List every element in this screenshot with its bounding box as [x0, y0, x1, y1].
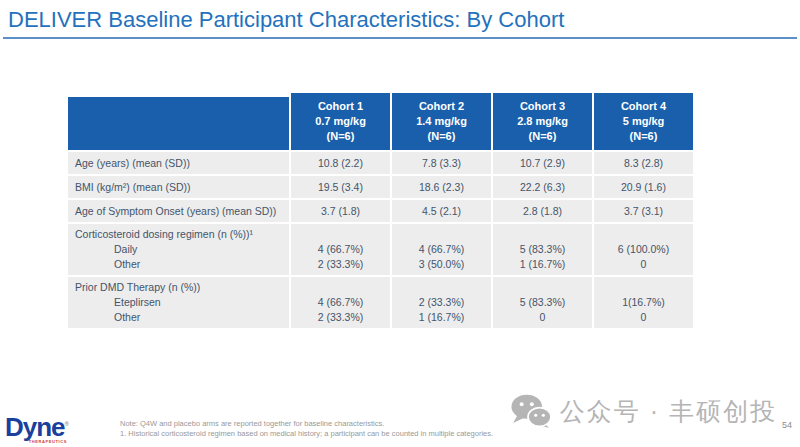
cell-value: 1(16.7%) [594, 295, 693, 310]
dyne-therapeutics-logo: Dyne® THERAPEUTICS [5, 411, 85, 444]
group-label: Prior DMD Therapy (n (%)) [68, 280, 289, 295]
group-value-cell: 4 (66.7%) 3 (50.0%) [392, 224, 491, 275]
cell-value: 0 [594, 310, 693, 325]
table-header-cohort-3: Cohort 3 2.8 mg/kg (N=6) [493, 93, 592, 150]
cell-value: 5 (83.3%) [493, 242, 592, 257]
table-header-row: Cohort 1 0.7 mg/kg (N=6) Cohort 2 1.4 mg… [68, 93, 693, 150]
cell-value: 18.6 (2.3) [392, 176, 491, 198]
cell-value: 8.3 (2.8) [594, 152, 693, 174]
cell-value: 4 (66.7%) [392, 242, 491, 257]
table-row-age: Age (years) (mean (SD)) 10.8 (2.2) 7.8 (… [68, 152, 693, 174]
table-header-corner-cell [68, 97, 289, 150]
group-value-cell: 5 (83.3%) 0 [493, 277, 592, 328]
group-value-cell: 2 (33.3%) 1 (16.7%) [392, 277, 491, 328]
title-underline [3, 37, 797, 39]
footnotes: Note: Q4W and placebo arms are reported … [120, 419, 493, 438]
group-value-cell: 5 (83.3%) 1 (16.7%) [493, 224, 592, 275]
group-label-cell: Prior DMD Therapy (n (%)) Eteplirsen Oth… [68, 277, 289, 328]
cell-value: 2 (33.3%) [392, 295, 491, 310]
row-label: Age (years) (mean (SD)) [68, 152, 289, 174]
cell-value: 19.5 (3.4) [291, 176, 390, 198]
watermark-text: 公众号 · 丰硕创投 [560, 395, 777, 428]
group-label-cell: Corticosteroid dosing regimen (n (%))¹ D… [68, 224, 289, 275]
group-value-cell: 4 (66.7%) 2 (33.3%) [291, 224, 390, 275]
cell-value: 4.5 (2.1) [392, 200, 491, 222]
group-value-cell: 1(16.7%) 0 [594, 277, 693, 328]
registered-trademark-icon: ® [65, 421, 69, 427]
cell-value: 6 (100.0%) [594, 242, 693, 257]
table-header-cohort-4: Cohort 4 5 mg/kg (N=6) [594, 93, 693, 150]
table-header-cohort-2: Cohort 2 1.4 mg/kg (N=6) [392, 93, 491, 150]
sub-row-label: Eteplirsen [68, 295, 289, 310]
cell-value: 3 (50.0%) [392, 257, 491, 272]
baseline-characteristics-table: Cohort 1 0.7 mg/kg (N=6) Cohort 2 1.4 mg… [68, 93, 693, 330]
wechat-watermark: 公众号 · 丰硕创投 [510, 394, 777, 428]
cell-value: 2 (33.3%) [291, 310, 390, 325]
slide: DELIVER Baseline Participant Characteris… [0, 0, 800, 447]
footnote-line: Note: Q4W and placebo arms are reported … [120, 419, 493, 429]
cell-value: 20.9 (1.6) [594, 176, 693, 198]
cell-value: 22.2 (6.3) [493, 176, 592, 198]
row-label: BMI (kg/m²) (mean (SD)) [68, 176, 289, 198]
cell-value: 1 (16.7%) [392, 310, 491, 325]
cell-value: 10.7 (2.9) [493, 152, 592, 174]
page-number: 54 [782, 420, 792, 430]
cell-value: 10.8 (2.2) [291, 152, 390, 174]
table-header-cohort-1: Cohort 1 0.7 mg/kg (N=6) [291, 93, 390, 150]
sub-row-label: Other [68, 257, 289, 272]
cell-value: 3.7 (1.8) [291, 200, 390, 222]
cell-value: 1 (16.7%) [493, 257, 592, 272]
table-row-symptom-onset: Age of Symptom Onset (years) (mean SD)) … [68, 200, 693, 222]
group-value-cell: 6 (100.0%) 0 [594, 224, 693, 275]
footnote-line: 1. Historical corticosteroid regimen bas… [120, 429, 493, 439]
group-label: Corticosteroid dosing regimen (n (%))¹ [68, 227, 289, 242]
sub-row-label: Daily [68, 242, 289, 257]
cell-value: 0 [594, 257, 693, 272]
wechat-icon [510, 394, 552, 428]
logo-wordmark: Dyne [5, 412, 65, 442]
table-group-corticosteroid: Corticosteroid dosing regimen (n (%))¹ D… [68, 224, 693, 275]
group-value-cell: 4 (66.7%) 2 (33.3%) [291, 277, 390, 328]
cell-value: 2 (33.3%) [291, 257, 390, 272]
cell-value: 4 (66.7%) [291, 242, 390, 257]
row-label: Age of Symptom Onset (years) (mean SD)) [68, 200, 289, 222]
cell-value: 3.7 (3.1) [594, 200, 693, 222]
sub-row-label: Other [68, 310, 289, 325]
cell-value: 2.8 (1.8) [493, 200, 592, 222]
cell-value: 0 [493, 310, 592, 325]
cell-value: 7.8 (3.3) [392, 152, 491, 174]
table-row-bmi: BMI (kg/m²) (mean (SD)) 19.5 (3.4) 18.6 … [68, 176, 693, 198]
cell-value: 4 (66.7%) [291, 295, 390, 310]
page-title: DELIVER Baseline Participant Characteris… [8, 7, 564, 33]
table-group-prior-dmd-therapy: Prior DMD Therapy (n (%)) Eteplirsen Oth… [68, 277, 693, 328]
cell-value: 5 (83.3%) [493, 295, 592, 310]
